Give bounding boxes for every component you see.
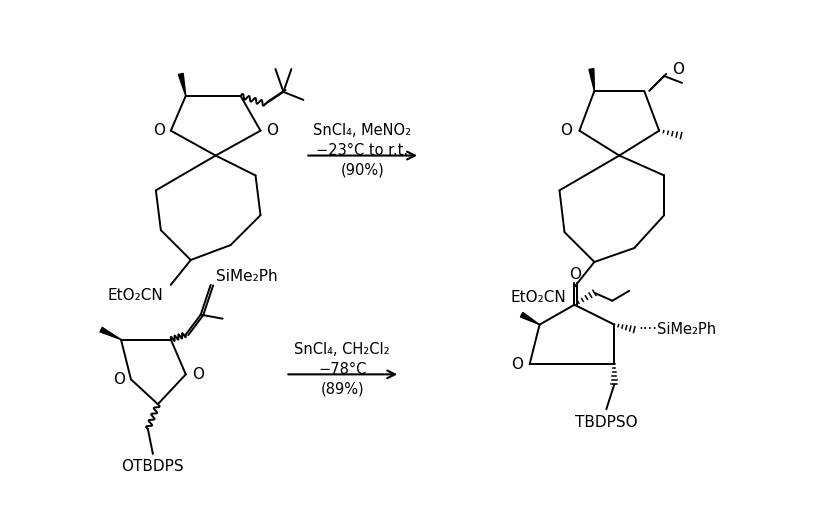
Text: O: O [152, 123, 165, 138]
Text: O: O [266, 123, 279, 138]
Text: −78°C: −78°C [318, 362, 367, 377]
Text: SiMe₂Ph: SiMe₂Ph [216, 269, 278, 284]
Text: EtO₂CN: EtO₂CN [107, 288, 163, 303]
Polygon shape [100, 327, 121, 340]
Text: O: O [113, 372, 125, 387]
Text: O: O [192, 367, 204, 382]
Text: SnCl₄, CH₂Cl₂: SnCl₄, CH₂Cl₂ [294, 342, 390, 357]
Text: (90%): (90%) [340, 163, 384, 178]
Polygon shape [521, 312, 540, 325]
Text: EtO₂CN: EtO₂CN [511, 290, 566, 305]
Polygon shape [589, 69, 594, 91]
Text: O: O [560, 123, 573, 138]
Text: (89%): (89%) [321, 382, 364, 397]
Text: O: O [569, 267, 582, 282]
Text: O: O [672, 62, 684, 76]
Text: OTBDPS: OTBDPS [122, 459, 185, 475]
Text: −23°C to r.t.: −23°C to r.t. [316, 143, 408, 158]
Polygon shape [178, 73, 185, 96]
Text: O: O [511, 357, 522, 372]
Text: ····SiMe₂Ph: ····SiMe₂Ph [639, 322, 716, 337]
Text: SnCl₄, MeNO₂: SnCl₄, MeNO₂ [313, 123, 411, 138]
Text: TBDPSO: TBDPSO [575, 415, 638, 429]
